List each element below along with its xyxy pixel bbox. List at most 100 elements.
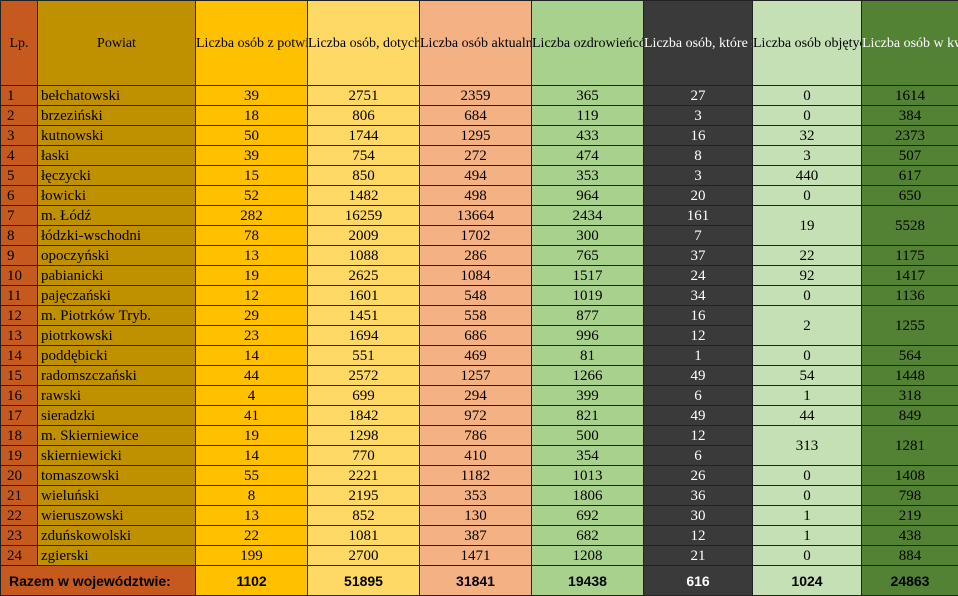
cell-deaths: 37 [644,246,753,266]
cell-supervised: 1 [753,506,862,526]
cell-powiat: poddębicki [38,346,196,366]
cell-confirmed: 22 [196,526,308,546]
cell-total-infected: 551 [308,346,420,366]
cell-total-infected: 2700 [308,546,420,566]
cell-powiat: zgierski [38,546,196,566]
cell-total-infected: 16259 [308,206,420,226]
cell-total-infected: 2751 [308,86,420,106]
cell-powiat: kutnowski [38,126,196,146]
cell-powiat: wieluński [38,486,196,506]
cell-active: 469 [420,346,532,366]
cell-active: 1295 [420,126,532,146]
cell-powiat: m. Łódź [38,206,196,226]
cell-lp: 11 [1,286,38,306]
cell-recovered: 765 [532,246,644,266]
cell-supervised: 32 [753,126,862,146]
cell-deaths: 1 [644,346,753,366]
cell-quarantine: 1255 [862,306,958,346]
cell-powiat: łowicki [38,186,196,206]
header-supervised: Liczba osób objętych nadzorem epidemiolo… [753,1,862,86]
cell-deaths: 3 [644,166,753,186]
cell-total-infected: 2009 [308,226,420,246]
header-total-infected: Liczba osób, dotychczas zakażonych SARS-… [308,1,420,86]
cell-supervised: 0 [753,286,862,306]
cell-lp: 12 [1,306,38,326]
cell-confirmed: 44 [196,366,308,386]
header-active: Liczba osób aktualnie chorych [420,1,532,86]
cell-recovered: 877 [532,306,644,326]
cell-active: 294 [420,386,532,406]
cell-total-infected: 1744 [308,126,420,146]
cell-powiat: radomszczański [38,366,196,386]
cell-powiat: wieruszowski [38,506,196,526]
cell-deaths: 3 [644,106,753,126]
header-lp: Lp. [1,1,38,86]
header-row: Lp. Powiat Liczba osób z potwierdzonym z… [1,1,958,86]
cell-confirmed: 19 [196,426,308,446]
cell-lp: 15 [1,366,38,386]
cell-confirmed: 18 [196,106,308,126]
cell-recovered: 399 [532,386,644,406]
cell-total-infected: 2221 [308,466,420,486]
cell-active: 387 [420,526,532,546]
cell-confirmed: 4 [196,386,308,406]
cell-confirmed: 8 [196,486,308,506]
cell-deaths: 24 [644,266,753,286]
header-recovered: Liczba ozdrowieńców [532,1,644,86]
cell-lp: 9 [1,246,38,266]
cell-lp: 17 [1,406,38,426]
cell-active: 1702 [420,226,532,246]
cell-recovered: 474 [532,146,644,166]
cell-powiat: opoczyński [38,246,196,266]
cell-active: 1257 [420,366,532,386]
cell-lp: 2 [1,106,38,126]
cell-total-infected: 1601 [308,286,420,306]
cell-confirmed: 12 [196,286,308,306]
cell-quarantine: 798 [862,486,958,506]
cell-supervised: 92 [753,266,862,286]
cell-total-infected: 1298 [308,426,420,446]
totals-quarantine: 24863 [862,566,958,596]
cell-active: 286 [420,246,532,266]
cell-supervised: 19 [753,206,862,246]
cell-active: 13664 [420,206,532,226]
cell-supervised: 313 [753,426,862,466]
cell-deaths: 36 [644,486,753,506]
cell-total-infected: 1088 [308,246,420,266]
cell-recovered: 682 [532,526,644,546]
cell-confirmed: 19 [196,266,308,286]
cell-confirmed: 13 [196,506,308,526]
cell-confirmed: 15 [196,166,308,186]
cell-recovered: 964 [532,186,644,206]
header-confirmed: Liczba osób z potwierdzonym zakażeniem w… [196,1,308,86]
cell-quarantine: 564 [862,346,958,366]
cell-confirmed: 199 [196,546,308,566]
header-quarantine: Liczba osób w kwarantannie wg decyzji PS… [862,1,958,86]
cell-confirmed: 282 [196,206,308,226]
cell-total-infected: 2195 [308,486,420,506]
cell-recovered: 1013 [532,466,644,486]
cell-total-infected: 770 [308,446,420,466]
cell-active: 1471 [420,546,532,566]
cell-quarantine: 438 [862,526,958,546]
cell-quarantine: 5528 [862,206,958,246]
cell-supervised: 0 [753,86,862,106]
cell-powiat: brzeziński [38,106,196,126]
cell-recovered: 500 [532,426,644,446]
cell-active: 353 [420,486,532,506]
cell-powiat: m. Skierniewice [38,426,196,446]
cell-deaths: 6 [644,386,753,406]
cell-confirmed: 78 [196,226,308,246]
cell-active: 558 [420,306,532,326]
cell-recovered: 1806 [532,486,644,506]
cell-quarantine: 1408 [862,466,958,486]
cell-recovered: 81 [532,346,644,366]
cell-active: 410 [420,446,532,466]
